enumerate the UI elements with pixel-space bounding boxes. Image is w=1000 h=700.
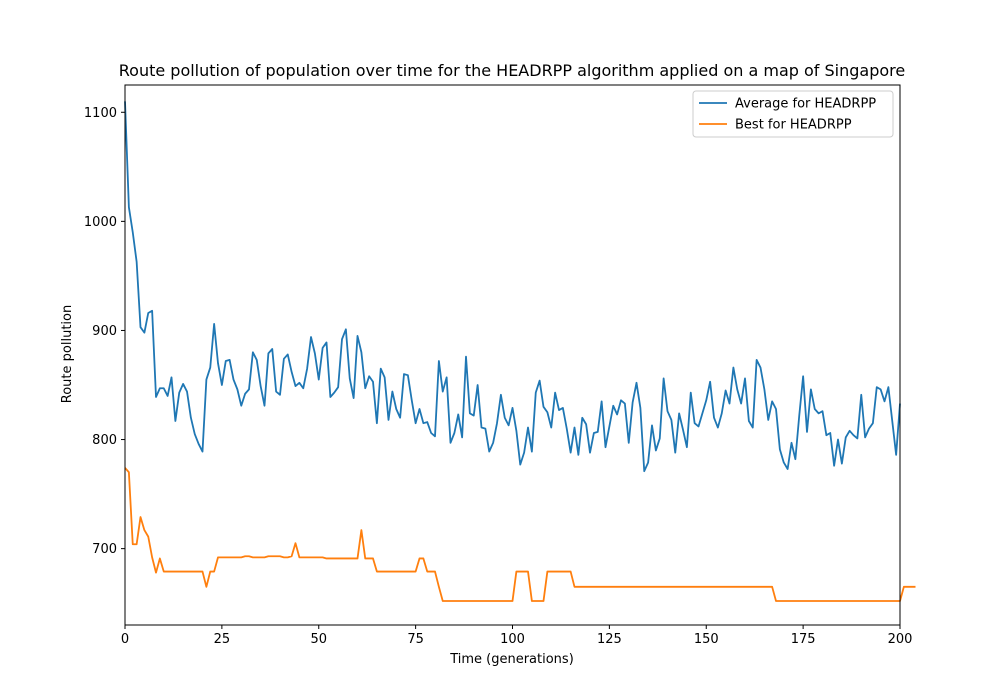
y-tick-label: 1100 bbox=[84, 106, 117, 121]
x-tick-label: 75 bbox=[407, 632, 424, 647]
legend-label: Best for HEADRPP bbox=[735, 118, 852, 133]
series-line-best-for-headrpp bbox=[124, 467, 916, 602]
x-tick-label: 0 bbox=[121, 632, 129, 647]
plot-frame bbox=[124, 84, 901, 626]
x-tick-label: 50 bbox=[310, 632, 327, 647]
y-axis-label: Route pollution bbox=[60, 305, 75, 403]
legend-label: Average for HEADRPP bbox=[735, 97, 876, 112]
x-tick-label: 25 bbox=[214, 632, 231, 647]
x-tick-label: 200 bbox=[888, 632, 913, 647]
ticks-layer: 0 25 50 75 100 125 150 175 200 700 800 900 1000 1100 bbox=[84, 106, 913, 647]
x-tick-label: 100 bbox=[500, 632, 525, 647]
plot-background bbox=[125, 85, 900, 625]
y-tick-label: 1000 bbox=[84, 215, 117, 230]
x-axis-label: Time (generations) bbox=[449, 652, 574, 667]
series-layer bbox=[124, 101, 916, 602]
chart-title: Route pollution of population over time … bbox=[119, 61, 905, 80]
plot-area bbox=[125, 85, 900, 625]
y-tick-label: 800 bbox=[92, 433, 117, 448]
y-tick-label: 700 bbox=[92, 542, 117, 557]
x-tick-label: 125 bbox=[597, 632, 622, 647]
x-tick-label: 175 bbox=[791, 632, 816, 647]
series-line-average-for-headrpp bbox=[124, 101, 901, 473]
y-tick-label: 900 bbox=[92, 324, 117, 339]
legend-box bbox=[692, 90, 894, 138]
x-tick-label: 150 bbox=[694, 632, 719, 647]
legend: Average for HEADRPP Best for HEADRPP bbox=[692, 90, 894, 138]
